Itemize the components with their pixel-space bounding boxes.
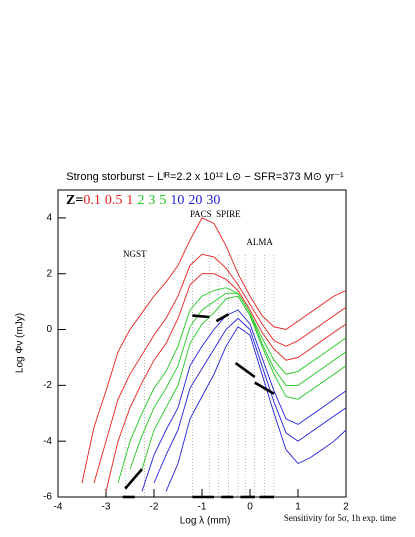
- legend-entry: 10: [170, 193, 184, 208]
- sed-curve: [141, 295, 347, 470]
- x-tick-label: 2: [343, 502, 349, 513]
- instrument-label: SPIRE: [216, 209, 241, 219]
- y-tick-label: -2: [43, 380, 52, 391]
- chart-title: Strong storburst − Lᴵᴿ=2.2 x 10¹² L⊙ − S…: [66, 171, 344, 183]
- x-axis-label: Log λ (mm): [180, 516, 231, 527]
- legend-entry: 0.5: [105, 193, 123, 208]
- y-tick-label: -4: [43, 436, 52, 447]
- y-tick-label: 4: [46, 213, 52, 224]
- x-tick-label: -4: [54, 502, 63, 513]
- legend-entry: 20: [188, 193, 202, 208]
- x-tick-label: -3: [102, 502, 111, 513]
- legend-entry: 1: [126, 193, 133, 208]
- x-tick-label: 0: [247, 502, 253, 513]
- legend-entry: 5: [159, 193, 166, 208]
- legend-entry: 2: [137, 193, 144, 208]
- sed-curve: [117, 287, 347, 484]
- sed-curve: [129, 292, 347, 470]
- x-tick-label: -2: [150, 502, 159, 513]
- sed-curve: [93, 253, 347, 484]
- y-tick-label: -6: [43, 492, 52, 503]
- sed-curve: [153, 317, 347, 484]
- y-tick-label: 0: [46, 324, 52, 335]
- x-tick-label: 1: [295, 502, 301, 513]
- x-tick-label: -1: [198, 502, 207, 513]
- sensitivity-limit: [124, 468, 143, 490]
- instrument-label: ALMA: [246, 237, 273, 247]
- sed-curve: [165, 326, 347, 492]
- sed-curve: [105, 273, 347, 492]
- instrument-label: PACS: [190, 209, 212, 219]
- legend-entry: 30: [206, 193, 220, 208]
- legend-entry: 3: [148, 193, 155, 208]
- y-tick-label: 2: [46, 268, 52, 279]
- footnote: Sensitivity for 5σ, 1h exp. time: [284, 513, 396, 523]
- sensitivity-limit: [215, 313, 230, 323]
- legend: Z=0.1 0.5 1 2 3 5 10 20 30: [66, 193, 220, 208]
- legend-prefix: Z=: [66, 193, 83, 208]
- legend-entry: 0.1: [83, 193, 101, 208]
- sed-curve: [81, 217, 347, 484]
- sensitivity-limit: [192, 314, 210, 319]
- sed-curve: [141, 309, 347, 492]
- instrument-label: NGST: [123, 249, 147, 259]
- sensitivity-limit: [254, 381, 275, 395]
- y-axis-label: Log Φν (mJy): [15, 313, 26, 373]
- sensitivity-limit: [234, 361, 256, 379]
